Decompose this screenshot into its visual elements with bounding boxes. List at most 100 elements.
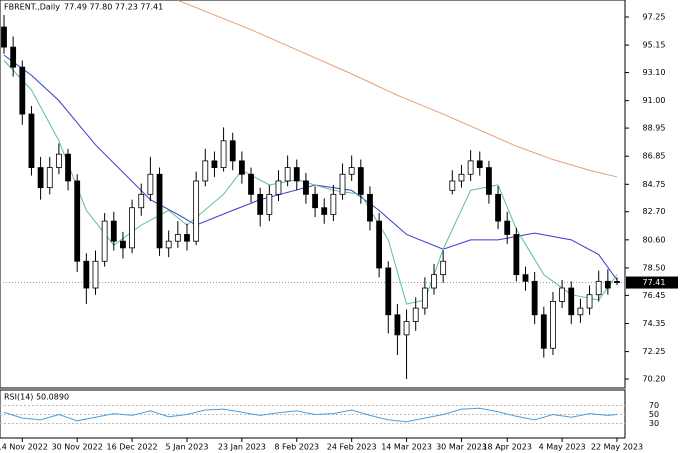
candle-body xyxy=(486,167,492,195)
candle-body xyxy=(522,274,529,282)
ohlc-text: 77.49 77.80 77.23 77.41 xyxy=(64,3,163,12)
x-tick-label: 14 Nov 2022 xyxy=(0,443,48,452)
candle-body xyxy=(559,287,566,302)
candle-body xyxy=(376,220,383,269)
y-tick-label: 80.60 xyxy=(643,235,666,244)
candle-body xyxy=(577,307,584,316)
x-tick-label: 24 Feb 2023 xyxy=(327,443,377,452)
main-panel xyxy=(0,0,626,389)
candle-body xyxy=(504,220,511,235)
candle-body xyxy=(165,240,172,249)
candle-body xyxy=(211,160,218,168)
y-tick-label: 95.15 xyxy=(643,41,666,50)
candle-body xyxy=(568,287,575,316)
candle-body xyxy=(476,160,483,168)
candle-body xyxy=(385,267,392,316)
candle-body xyxy=(174,234,181,242)
x-tick-label: 8 Feb 2023 xyxy=(274,443,319,452)
rsi-tick-label: 70 xyxy=(649,401,659,410)
candle-body xyxy=(614,281,620,283)
candle-body xyxy=(65,153,71,182)
candle-body xyxy=(55,153,62,168)
y-tick-label: 91.00 xyxy=(643,96,666,105)
candle-body xyxy=(229,140,236,162)
y-tick-label: 78.50 xyxy=(643,263,666,272)
candle-body xyxy=(440,260,447,276)
candle-body xyxy=(431,274,437,289)
last-price-box xyxy=(626,276,678,289)
candle-body xyxy=(586,294,593,309)
rsi-label: RSI(14) 50.0890 xyxy=(4,393,69,402)
candle-body xyxy=(129,207,135,249)
y-tick-label: 72.25 xyxy=(643,347,666,356)
candle-body xyxy=(604,280,611,289)
candle-body xyxy=(595,280,602,296)
candle-body xyxy=(238,160,245,175)
moving-average xyxy=(177,0,618,178)
candle-body xyxy=(266,193,273,215)
candle-body xyxy=(101,220,108,262)
candle-body xyxy=(110,220,117,242)
candle-body xyxy=(321,207,328,215)
candle-body xyxy=(1,26,7,48)
x-tick-label: 5 Jan 2023 xyxy=(166,443,209,452)
candle-body xyxy=(19,66,26,115)
candle-body xyxy=(367,193,373,222)
candle-body xyxy=(248,173,254,195)
x-tick-label: 30 Mar 2023 xyxy=(436,443,487,452)
x-tick-label: 4 May 2023 xyxy=(539,443,586,452)
y-tick-label: 88.95 xyxy=(643,124,666,133)
candle-body xyxy=(357,167,364,195)
y-tick-label: 70.20 xyxy=(643,375,666,384)
x-tick-label: 14 Mar 2023 xyxy=(381,443,432,452)
candle-body xyxy=(550,301,556,349)
candle-body xyxy=(531,280,538,316)
candle-body xyxy=(330,193,337,215)
candle-body xyxy=(412,307,419,322)
candle-body xyxy=(348,167,355,175)
rsi-line xyxy=(3,407,618,423)
last-price-label: 77.41 xyxy=(643,278,666,287)
candle-body xyxy=(394,314,401,336)
y-tick-label: 82.70 xyxy=(643,207,666,216)
x-tick-label: 16 Dec 2022 xyxy=(107,443,158,452)
candle-body xyxy=(193,180,200,242)
candle-body xyxy=(467,160,474,175)
rsi-tick-label: 30 xyxy=(649,419,659,428)
candle-body xyxy=(92,260,99,289)
candle-body xyxy=(156,173,163,249)
candle-body xyxy=(540,314,547,349)
candle-body xyxy=(275,180,282,195)
y-tick-label: 74.35 xyxy=(643,319,666,328)
candle-body xyxy=(303,180,309,195)
chart-symbol: FBRENT.,Daily xyxy=(4,3,60,12)
candle-body xyxy=(46,167,53,189)
candle-body xyxy=(293,167,300,182)
candle-body xyxy=(421,287,428,309)
rsi-tick-label: 50 xyxy=(649,410,659,419)
candle-body xyxy=(120,240,126,249)
candle-body xyxy=(458,173,465,182)
candle-body xyxy=(513,234,520,276)
x-tick-label: 30 Nov 2022 xyxy=(52,443,103,452)
candle-body xyxy=(495,193,501,222)
moving-average xyxy=(3,54,618,281)
y-tick-label: 76.45 xyxy=(643,291,666,300)
candle-body xyxy=(10,46,17,68)
candle-body xyxy=(312,193,318,209)
y-tick-label: 97.25 xyxy=(643,12,666,21)
candle-body xyxy=(257,193,264,215)
candle-body xyxy=(184,234,190,242)
x-tick-label: 18 Apr 2023 xyxy=(482,443,531,452)
candle-body xyxy=(220,140,227,168)
candle-body xyxy=(147,173,154,195)
candle-body xyxy=(28,113,35,168)
y-tick-label: 93.10 xyxy=(643,68,666,77)
candle-body xyxy=(37,167,44,189)
candle-body xyxy=(403,321,410,336)
candle-body xyxy=(83,260,90,289)
candle-body xyxy=(284,167,291,182)
x-tick-label: 23 Jan 2023 xyxy=(218,443,266,452)
x-tick-label: 22 May 2023 xyxy=(591,443,643,452)
